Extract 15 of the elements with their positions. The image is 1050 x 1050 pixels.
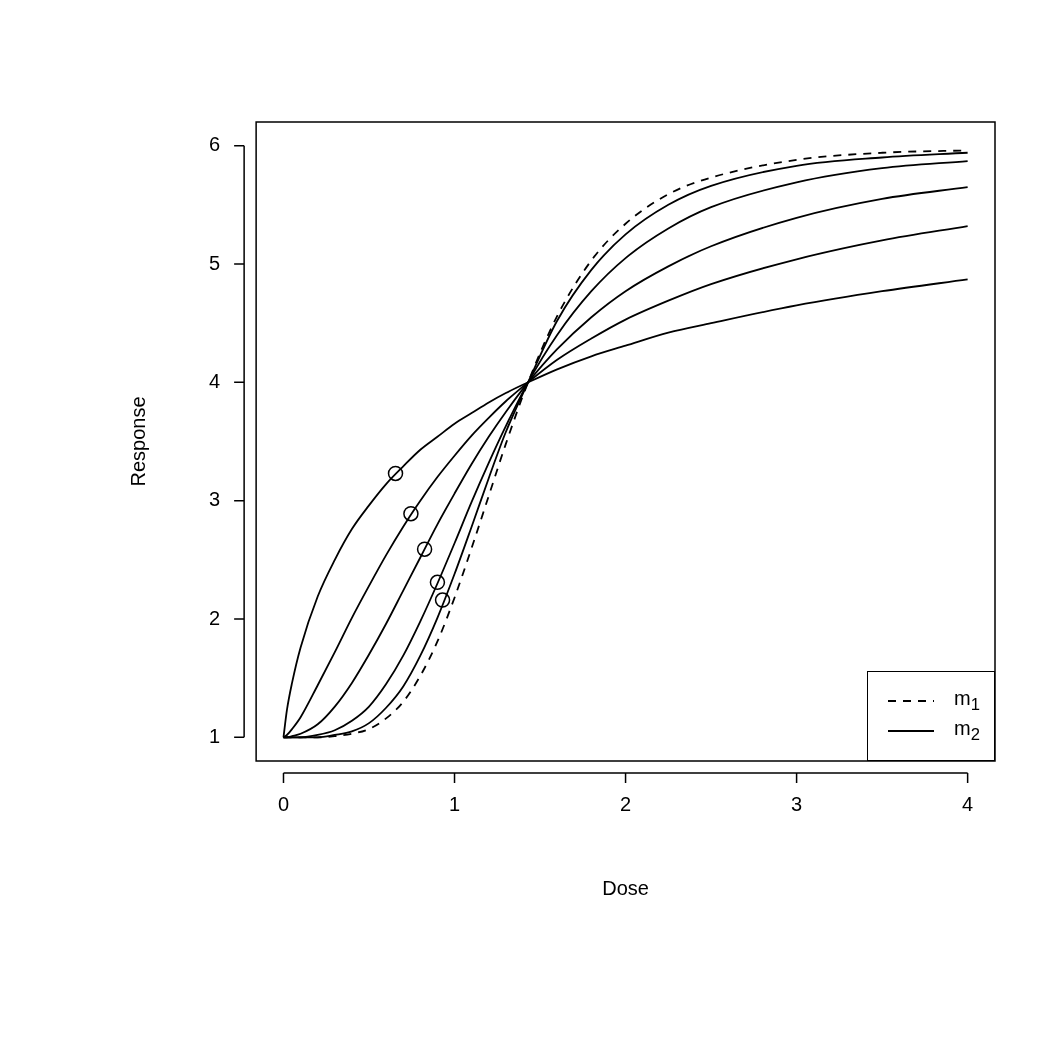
legend-label: m$_{1}$ xyxy=(954,687,980,715)
y-tick-label: 5 xyxy=(209,251,221,274)
x-axis-title: Dose xyxy=(602,876,649,899)
y-tick-label: 6 xyxy=(209,133,221,156)
legend-label: m$_{2}$ xyxy=(954,717,980,745)
y-tick-label: 1 xyxy=(209,724,221,747)
x-tick-label: 3 xyxy=(791,792,803,815)
x-tick-label: 2 xyxy=(620,792,632,815)
x-tick-label: 0 xyxy=(277,792,290,815)
y-tick-label: 4 xyxy=(209,369,221,392)
y-axis-title: Response xyxy=(126,396,149,487)
y-tick-label: 2 xyxy=(209,606,221,629)
x-tick-label: 1 xyxy=(448,792,461,815)
x-tick-label: 4 xyxy=(962,792,974,815)
y-tick-label: 3 xyxy=(209,488,221,511)
